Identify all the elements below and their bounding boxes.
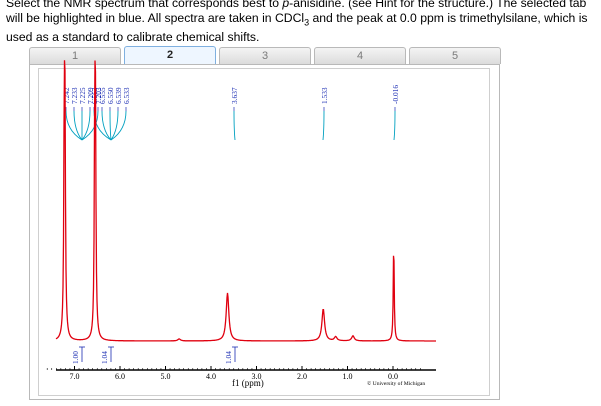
tab-2[interactable]: 2	[124, 46, 216, 65]
peak-connector	[101, 110, 112, 141]
integral-markers: 1.00 1.04 1.04	[71, 346, 238, 364]
x-tick-label: 1.0	[343, 372, 353, 381]
instructions-subscript: 3	[304, 17, 310, 28]
instructions-part-2: -anisidine. (see Hint for the structure.…	[6, 0, 587, 25]
x-tick-label: 2.0	[297, 372, 307, 381]
spectrum-frame	[38, 68, 490, 396]
peak-label: 1.533	[320, 87, 329, 104]
instructions-part-3: and the peak at 0.0 ppm is trimethylsila…	[6, 11, 588, 45]
x-axis-label: f1 (ppm)	[232, 378, 264, 388]
peak-connector	[393, 110, 396, 141]
spectrum-trace	[55, 60, 436, 342]
peak-connector	[73, 110, 83, 141]
integral-value: 1.04	[100, 351, 109, 364]
peak-label: 7.242	[62, 87, 71, 104]
peak-label: 7.203	[94, 87, 103, 104]
credit-text: © University of Michigan	[367, 380, 425, 387]
x-tick-label: 6.0	[115, 372, 125, 381]
peak-connector	[110, 110, 127, 141]
peak-label-connectors	[65, 107, 396, 141]
peak-label: 6.550	[106, 87, 115, 104]
integral-value: 1.04	[224, 351, 233, 364]
peak-connector	[110, 110, 119, 141]
tab-1[interactable]: 1	[29, 47, 121, 64]
peak-connector	[233, 110, 236, 141]
peak-label: 7.233	[70, 87, 79, 104]
peak-label: -0.016	[391, 85, 400, 104]
question-instructions: Select the NMR spectrum that corresponds…	[6, 0, 598, 45]
x-axis-ticks: 7.0 6.0 5.0 4.0 3.0 2.0 1.0 0.0	[46, 366, 421, 381]
x-tick-label: 3.0	[252, 372, 262, 381]
tab-3[interactable]: 3	[219, 47, 311, 64]
tab-5[interactable]: 5	[409, 47, 501, 64]
peak-label: 3.637	[230, 87, 239, 104]
integral-value: 1.00	[71, 351, 80, 364]
spectrum-tab-bar: 1 2 3 4 5	[29, 46, 501, 65]
x-tick-label: 5.0	[161, 372, 171, 381]
peak-connector	[65, 110, 83, 141]
tab-4[interactable]: 4	[314, 47, 406, 64]
instructions-part-1: Select the NMR spectrum that corresponds…	[6, 0, 283, 10]
peak-connector	[322, 110, 325, 141]
peak-label: 6.539	[114, 87, 123, 104]
tab-panel	[29, 64, 500, 400]
x-tick-label: 7.0	[70, 372, 80, 381]
peak-connector	[109, 110, 112, 141]
peak-label: 6.555	[98, 87, 107, 104]
peak-label: 6.533	[122, 87, 131, 104]
x-tick-label: 0.0	[388, 372, 398, 381]
peak-connector	[81, 110, 91, 141]
x-tick-label: 4.0	[206, 372, 216, 381]
instructions-italic: p	[282, 0, 290, 10]
peak-label: 7.209	[86, 87, 95, 104]
peak-label: 7.225	[78, 87, 87, 104]
